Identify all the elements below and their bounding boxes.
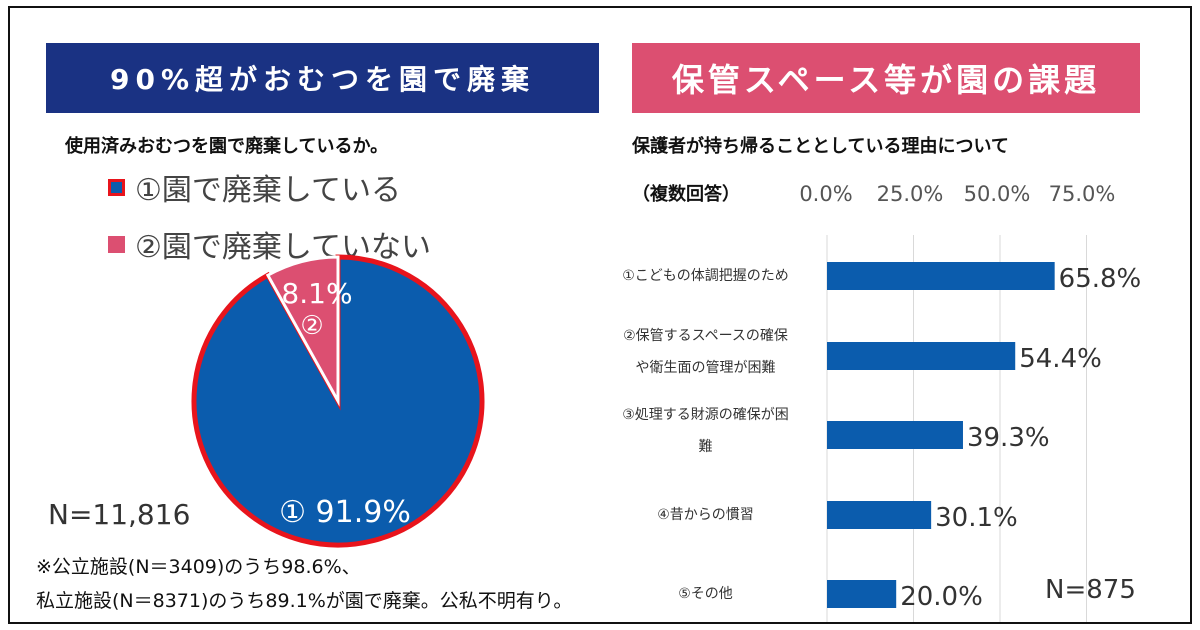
legend-label-1: ①園で廃棄している (135, 173, 401, 208)
legend-swatch-pink (108, 235, 125, 253)
category-label-2: ②保管するスペースの確保 や衛生面の管理が困難 (598, 320, 813, 384)
bar-data-label-3: 39.3% (967, 423, 1050, 453)
legend-label-2: ②園で廃棄していない (135, 230, 431, 265)
pie-slice-2 (265, 255, 340, 407)
bar-data-label-2: 54.4% (1019, 344, 1102, 374)
bar-data-label-4: 30.1% (935, 503, 1018, 533)
bar-2 (827, 342, 1016, 370)
category-label-2-line-1: ②保管するスペースの確保 (623, 328, 788, 344)
bar-data-label-5: 20.0% (900, 582, 983, 612)
category-label-3-line-2: 難 (698, 439, 713, 455)
pie-legend-item-1: ①園で廃棄している (108, 165, 401, 209)
pie-data-label-1: ① 91.9% (279, 495, 411, 530)
x-tick-label-0: 0.0% (799, 182, 852, 206)
category-label-4-line-1: ④昔からの慣習 (657, 507, 754, 523)
category-label-3: ③処理する財源の確保が困難 (598, 399, 813, 463)
pie-n-count: N=11,816 (48, 498, 191, 531)
legend-swatch-blue (108, 178, 125, 196)
bar-5 (827, 580, 897, 608)
bar-data-label-1: 65.8% (1059, 264, 1142, 294)
bar-3 (827, 421, 963, 449)
bar-4 (827, 501, 932, 529)
outer-frame (8, 6, 1192, 624)
multiple-answer-note: （複数回答） (632, 184, 740, 205)
category-label-1-line-1: ①こどもの体調把握のため (622, 268, 789, 284)
pie-legend-item-2: ②園で廃棄していない (108, 222, 431, 266)
category-label-3-line-1: ③処理する財源の確保が困 (622, 407, 789, 423)
left-banner: 90%超がおむつを園で廃棄 (46, 43, 599, 113)
pie-note-line-1: ※公立施設(N＝3409)のうち98.6%、 (36, 556, 361, 578)
x-tick-label-3: 75.0% (1049, 182, 1116, 206)
bar-question: 保護者が持ち帰ることとしている理由について (632, 136, 1009, 157)
right-banner: 保管スペース等が園の課題 (632, 43, 1140, 113)
bar-n-count: N=875 (1045, 575, 1136, 605)
pie-data-label-2: 8.1% (281, 277, 352, 310)
bar-1 (827, 262, 1055, 290)
category-label-5-line-1: ⑤その他 (678, 586, 733, 602)
category-label-1: ①こどもの体調把握のため (598, 260, 813, 292)
category-label-4: ④昔からの慣習 (598, 499, 813, 531)
category-label-2-line-2: や衛生面の管理が困難 (635, 360, 776, 376)
pie-note-line-2: 私立施設(N＝8371)のうち89.1%が園で廃棄。公私不明有り。 (36, 590, 573, 612)
category-label-5: ⑤その他 (598, 578, 813, 610)
x-tick-label-2: 50.0% (964, 182, 1031, 206)
pie-slice-2-marker: ② (300, 311, 323, 341)
pie-question: 使用済みおむつを園で廃棄しているか。 (65, 136, 389, 157)
x-tick-label-1: 25.0% (877, 182, 944, 206)
